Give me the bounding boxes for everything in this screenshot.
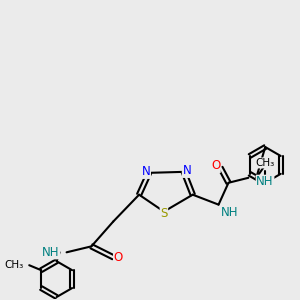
Text: NH: NH <box>256 175 274 188</box>
Text: S: S <box>160 207 168 220</box>
Text: CH₃: CH₃ <box>4 260 23 270</box>
Text: NH: NH <box>220 206 238 219</box>
Text: N: N <box>142 165 150 178</box>
Text: CH₃: CH₃ <box>256 158 275 168</box>
Text: O: O <box>114 251 123 264</box>
Text: O: O <box>211 159 220 172</box>
Text: N: N <box>182 164 191 177</box>
Text: NH: NH <box>42 246 60 259</box>
